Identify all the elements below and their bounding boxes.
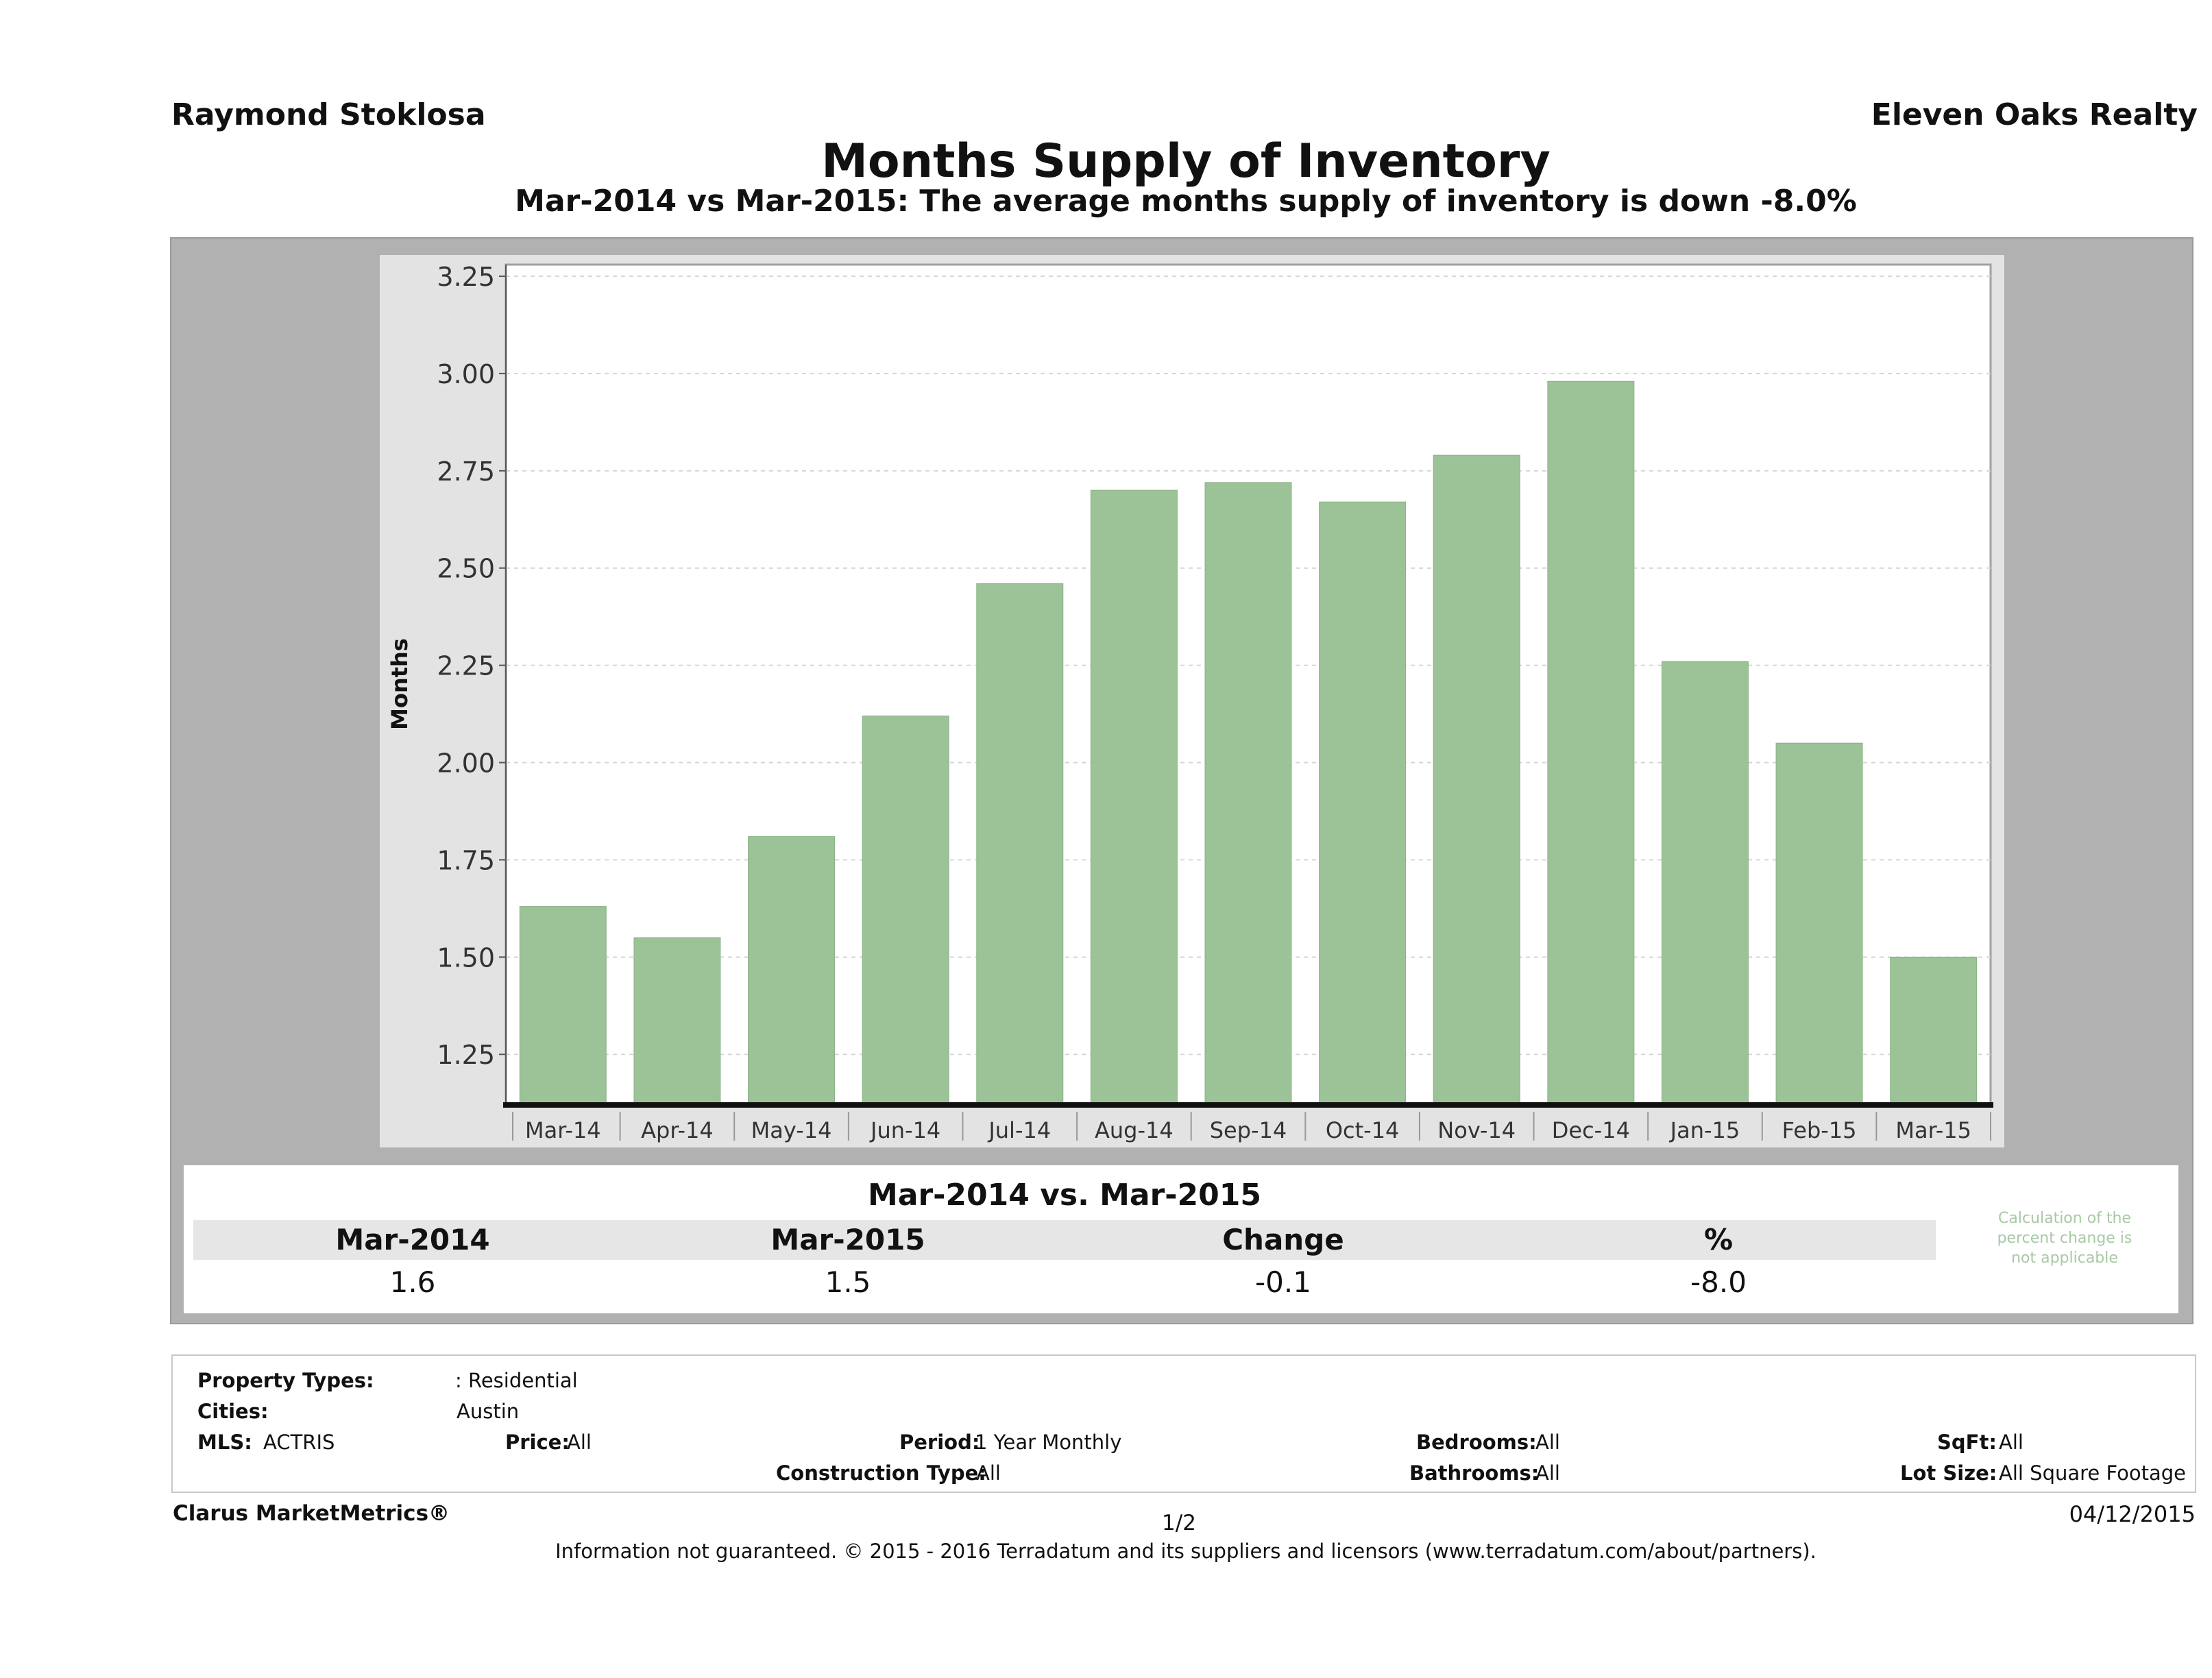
x-tick-label: Jul-14 [987,1117,1051,1143]
y-tick-label: 1.50 [437,943,495,973]
comparison-heading-row: Mar-2014 vs. Mar-2015 [193,1174,1936,1217]
comparison-table: Mar-2014 vs. Mar-2015 Mar-2014 Mar-2015 … [184,1165,2178,1313]
bar [1090,489,1178,1106]
x-tick-label: Aug-14 [1095,1117,1174,1143]
price-label: Price: [505,1431,570,1454]
x-tick-label: Mar-15 [1895,1117,1971,1143]
brokerage-name: Eleven Oaks Realty [1871,97,2198,132]
price-value: All [567,1431,592,1454]
value-mar-2014: 1.6 [389,1265,436,1299]
report-title: Months Supply of Inventory [821,134,1551,189]
bar [1319,501,1407,1106]
x-tick-label: Oct-14 [1326,1117,1400,1143]
y-tick-label: 1.25 [437,1040,495,1070]
agent-name: Raymond Stoklosa [171,97,486,132]
x-tick-label: Dec-14 [1552,1117,1630,1143]
x-tick-label: Apr-14 [641,1117,714,1143]
mls-value: ACTRIS [263,1431,335,1454]
property-types-value: : Residential [455,1369,578,1392]
y-tick-label: 2.25 [437,651,495,681]
report-subtitle: Mar-2014 vs Mar-2015: The average months… [515,184,1857,219]
x-axis: Mar-14 Apr-14 May-14 Jun-14 Jul-14 Aug-14 Sep-… [503,1102,1993,1143]
value-mar-2015: 1.5 [825,1265,871,1299]
bar-series [519,380,1978,1106]
bar [748,836,836,1106]
x-tick-label: Jun-14 [869,1117,940,1143]
header-change: Change [1222,1223,1344,1256]
chart-panel: 1.25 1.50 1.75 2.00 2.25 2.50 2.75 3.00 3.25 Mar… [170,237,2193,1324]
cities-label: Cities: [197,1400,269,1423]
bar [1661,661,1749,1106]
period-label: Period: [899,1431,980,1454]
bar [1204,482,1292,1106]
value-change: -0.1 [1255,1265,1311,1299]
bedrooms-label: Bedrooms: [1416,1431,1537,1454]
cities-value: Austin [457,1400,520,1423]
comparison-value-row: 1.6 1.5 -0.1 -8.0 [193,1263,1936,1302]
y-tick-label: 1.75 [437,845,495,875]
bar [1890,956,1978,1106]
report-date: 04/12/2015 [2069,1501,2196,1527]
y-axis-title: Months [387,638,413,730]
y-tick-label: 2.75 [437,457,495,487]
bar [1547,380,1635,1106]
y-tick-label: 3.00 [437,359,495,389]
lot-size-value: All Square Footage [1999,1461,2187,1485]
bedrooms-value: All [1535,1431,1560,1454]
comparison-heading: Mar-2014 vs. Mar-2015 [867,1178,1262,1213]
percent-change-note: Calculation of the percent change is not… [1974,1174,2155,1302]
comparison-header-row: Mar-2014 Mar-2015 Change % [193,1220,1936,1260]
bathrooms-value: All [1535,1461,1560,1485]
sqft-label: SqFt: [1937,1431,1997,1454]
disclaimer: Information not guaranteed. © 2015 - 201… [555,1540,1816,1563]
period-value: 1 Year Monthly [975,1431,1122,1454]
x-tick-label: Feb-15 [1782,1117,1857,1143]
bar [519,906,607,1106]
y-tick-label: 3.25 [437,262,495,292]
sqft-value: All [1999,1431,2023,1454]
y-tick-label: 2.50 [437,554,495,584]
product-name: Clarus MarketMetrics® [173,1501,450,1526]
bar [976,583,1064,1106]
search-criteria: Property Types: : Residential Cities: Au… [171,1354,2196,1493]
header-mar-2015: Mar-2015 [770,1223,925,1256]
bar [633,937,721,1106]
property-types-label: Property Types: [197,1369,374,1392]
bathrooms-label: Bathrooms: [1409,1461,1540,1485]
header-percent: % [1703,1223,1734,1256]
percent-change-note-text: Calculation of the percent change is not… [1997,1209,2132,1267]
bar [862,715,949,1106]
x-tick-label: Mar-14 [525,1117,601,1143]
y-axis: 1.25 1.50 1.75 2.00 2.25 2.50 2.75 3.00 3.25 [437,262,507,1105]
x-tick-label: Nov-14 [1437,1117,1516,1143]
mls-label: MLS: [197,1431,252,1454]
months-supply-chart: 1.25 1.50 1.75 2.00 2.25 2.50 2.75 3.00 3.25 Mar… [380,255,2004,1147]
value-percent: -8.0 [1690,1265,1747,1299]
bar [1775,742,1863,1106]
header-mar-2014: Mar-2014 [335,1223,490,1256]
x-tick-label: Jan-15 [1669,1117,1740,1143]
bar [1433,454,1520,1106]
x-tick-label: May-14 [751,1117,832,1143]
y-tick-label: 2.00 [437,749,495,779]
lot-size-label: Lot Size: [1900,1461,1997,1485]
construction-type-value: All [976,1461,1001,1485]
x-tick-label: Sep-14 [1210,1117,1287,1143]
page-number: 1/2 [1162,1511,1196,1535]
construction-type-label: Construction Type: [776,1461,986,1485]
